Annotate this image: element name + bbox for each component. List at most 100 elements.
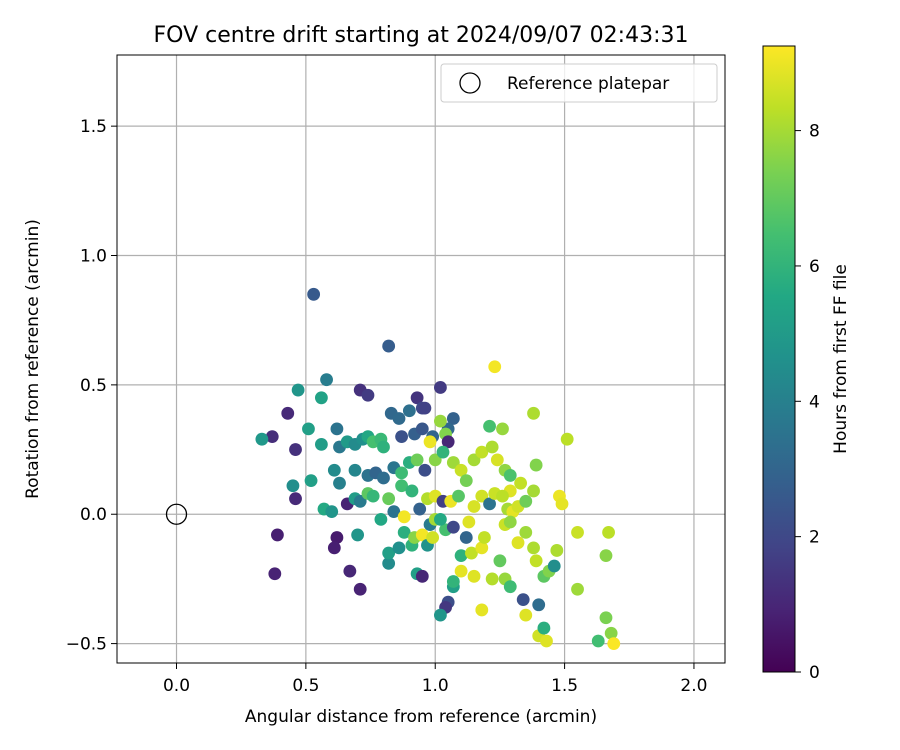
data-point	[446, 412, 460, 425]
data-point	[428, 453, 442, 467]
data-point	[327, 463, 341, 477]
data-point	[387, 505, 401, 519]
data-point	[488, 360, 502, 374]
x-tick-label: 0.0	[163, 676, 190, 696]
data-point	[537, 621, 551, 635]
data-point	[281, 406, 295, 420]
x-tick-label: 1.5	[551, 676, 578, 696]
data-point	[405, 484, 419, 498]
data-point	[475, 445, 489, 459]
colorbar-tick-label: 6	[809, 257, 820, 277]
colorbar-ticks: 0 2 4 6 8	[795, 122, 820, 683]
data-point	[459, 531, 473, 544]
x-axis-ticks: 0.0 0.5 1.0 1.5 2.0	[163, 663, 707, 696]
data-point	[392, 412, 406, 425]
legend: Reference platepar	[440, 63, 718, 103]
data-point	[467, 500, 481, 513]
data-point	[268, 567, 282, 581]
data-point	[452, 489, 465, 503]
data-point	[351, 528, 365, 542]
data-point	[392, 541, 406, 555]
data-point	[514, 476, 528, 490]
x-tick-label: 2.0	[680, 676, 707, 696]
data-point	[410, 391, 424, 405]
data-point	[599, 611, 613, 625]
data-point	[516, 593, 530, 607]
data-point	[527, 406, 540, 420]
data-point	[483, 419, 496, 433]
data-point	[519, 608, 533, 622]
data-point	[475, 603, 489, 617]
data-point	[529, 554, 543, 568]
colorbar-tick-label: 2	[809, 528, 820, 548]
data-point	[382, 492, 396, 506]
data-point	[591, 634, 605, 648]
data-point	[441, 435, 455, 449]
data-point	[327, 541, 341, 555]
data-point	[415, 569, 429, 583]
y-axis-ticks: −0.5 0.0 0.5 1.0 1.5	[66, 117, 117, 655]
data-point	[410, 453, 424, 467]
data-point	[560, 432, 574, 446]
gridlines	[117, 55, 725, 663]
data-point	[304, 474, 318, 487]
data-point	[571, 582, 584, 596]
data-point	[532, 598, 546, 612]
data-point	[413, 502, 427, 516]
data-point	[348, 463, 362, 477]
data-point	[397, 510, 411, 524]
data-points	[255, 287, 621, 650]
data-point	[289, 492, 302, 506]
data-point	[519, 494, 533, 508]
data-point	[395, 466, 408, 480]
chart-title: FOV centre drift starting at 2024/09/07 …	[154, 23, 689, 48]
data-point	[343, 564, 357, 578]
reference-marker	[165, 503, 188, 525]
data-point	[454, 564, 468, 578]
data-point	[462, 515, 476, 529]
data-point	[271, 528, 284, 542]
data-point	[477, 531, 491, 544]
data-point	[490, 453, 504, 467]
data-point	[467, 453, 481, 467]
data-point	[255, 432, 269, 446]
data-point	[333, 476, 346, 490]
data-point	[366, 489, 380, 503]
data-point	[550, 544, 564, 557]
data-point	[485, 440, 499, 454]
data-point	[467, 569, 481, 583]
x-tick-label: 0.5	[292, 676, 319, 696]
data-point	[325, 505, 339, 519]
data-point	[602, 525, 615, 539]
data-point	[454, 549, 468, 563]
colorbar: 0 2 4 6 8 Hours from first FF file	[762, 45, 851, 683]
colorbar-tick-label: 4	[809, 392, 820, 412]
y-tick-label: 0.0	[80, 505, 107, 525]
data-point	[511, 536, 525, 550]
data-point	[446, 520, 460, 534]
data-point	[291, 383, 305, 397]
data-point	[571, 525, 584, 539]
data-point	[485, 572, 499, 586]
data-point	[434, 513, 447, 526]
reference-point	[165, 503, 188, 525]
data-point	[286, 479, 300, 493]
data-point	[423, 435, 437, 449]
data-point	[361, 388, 375, 402]
data-point	[307, 287, 321, 301]
data-point	[436, 445, 450, 459]
data-point	[527, 484, 540, 498]
legend-box	[440, 63, 718, 103]
data-point	[382, 546, 396, 560]
data-point	[415, 528, 429, 542]
data-point	[527, 541, 540, 555]
data-point	[604, 626, 618, 640]
data-point	[397, 525, 411, 539]
data-point	[320, 373, 333, 387]
data-point	[314, 391, 328, 405]
data-point	[493, 554, 507, 568]
data-point	[503, 469, 517, 482]
data-point	[503, 515, 517, 529]
